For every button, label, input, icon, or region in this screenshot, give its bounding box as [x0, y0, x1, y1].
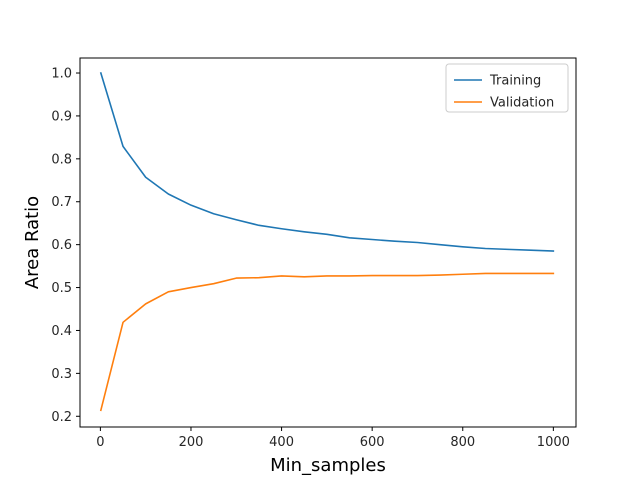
- y-tick-label: 0.6: [51, 238, 72, 253]
- axes-frame: [79, 57, 577, 428]
- x-tick-label: 400: [269, 435, 294, 450]
- x-tick-label: 1000: [537, 435, 570, 450]
- y-tick-label: 0.8: [51, 152, 72, 167]
- y-tick-label: 0.5: [51, 281, 72, 296]
- y-tick-label: 0.7: [51, 195, 72, 210]
- y-tick-label: 0.9: [51, 109, 72, 124]
- x-tick-label: 800: [450, 435, 475, 450]
- y-tick-label: 1.0: [51, 67, 72, 82]
- series-line-training: [99, 72, 555, 252]
- legend: Training Validation: [445, 63, 569, 113]
- y-axis-title: Area Ratio: [22, 196, 43, 289]
- x-tick-label: 200: [179, 435, 204, 450]
- legend-box: [445, 63, 569, 113]
- y-tick-label: 0.4: [51, 324, 72, 339]
- y-tick-label: 0.3: [51, 367, 72, 382]
- series-layer: [99, 72, 555, 412]
- legend-label-training: Training: [489, 74, 541, 89]
- x-tick-label: 0: [96, 435, 104, 450]
- y-axis-ticks: 0.2 0.3 0.4 0.5 0.6 0.7 0.8 0.9 1.0: [51, 67, 80, 425]
- x-axis-title: Min_samples: [270, 455, 386, 476]
- series-line-validation: [99, 272, 555, 412]
- x-axis-ticks: 0 200 400 600 800 1000: [96, 427, 570, 450]
- y-tick-label: 0.2: [51, 410, 72, 425]
- x-tick-label: 600: [360, 435, 385, 450]
- legend-label-validation: Validation: [490, 96, 554, 111]
